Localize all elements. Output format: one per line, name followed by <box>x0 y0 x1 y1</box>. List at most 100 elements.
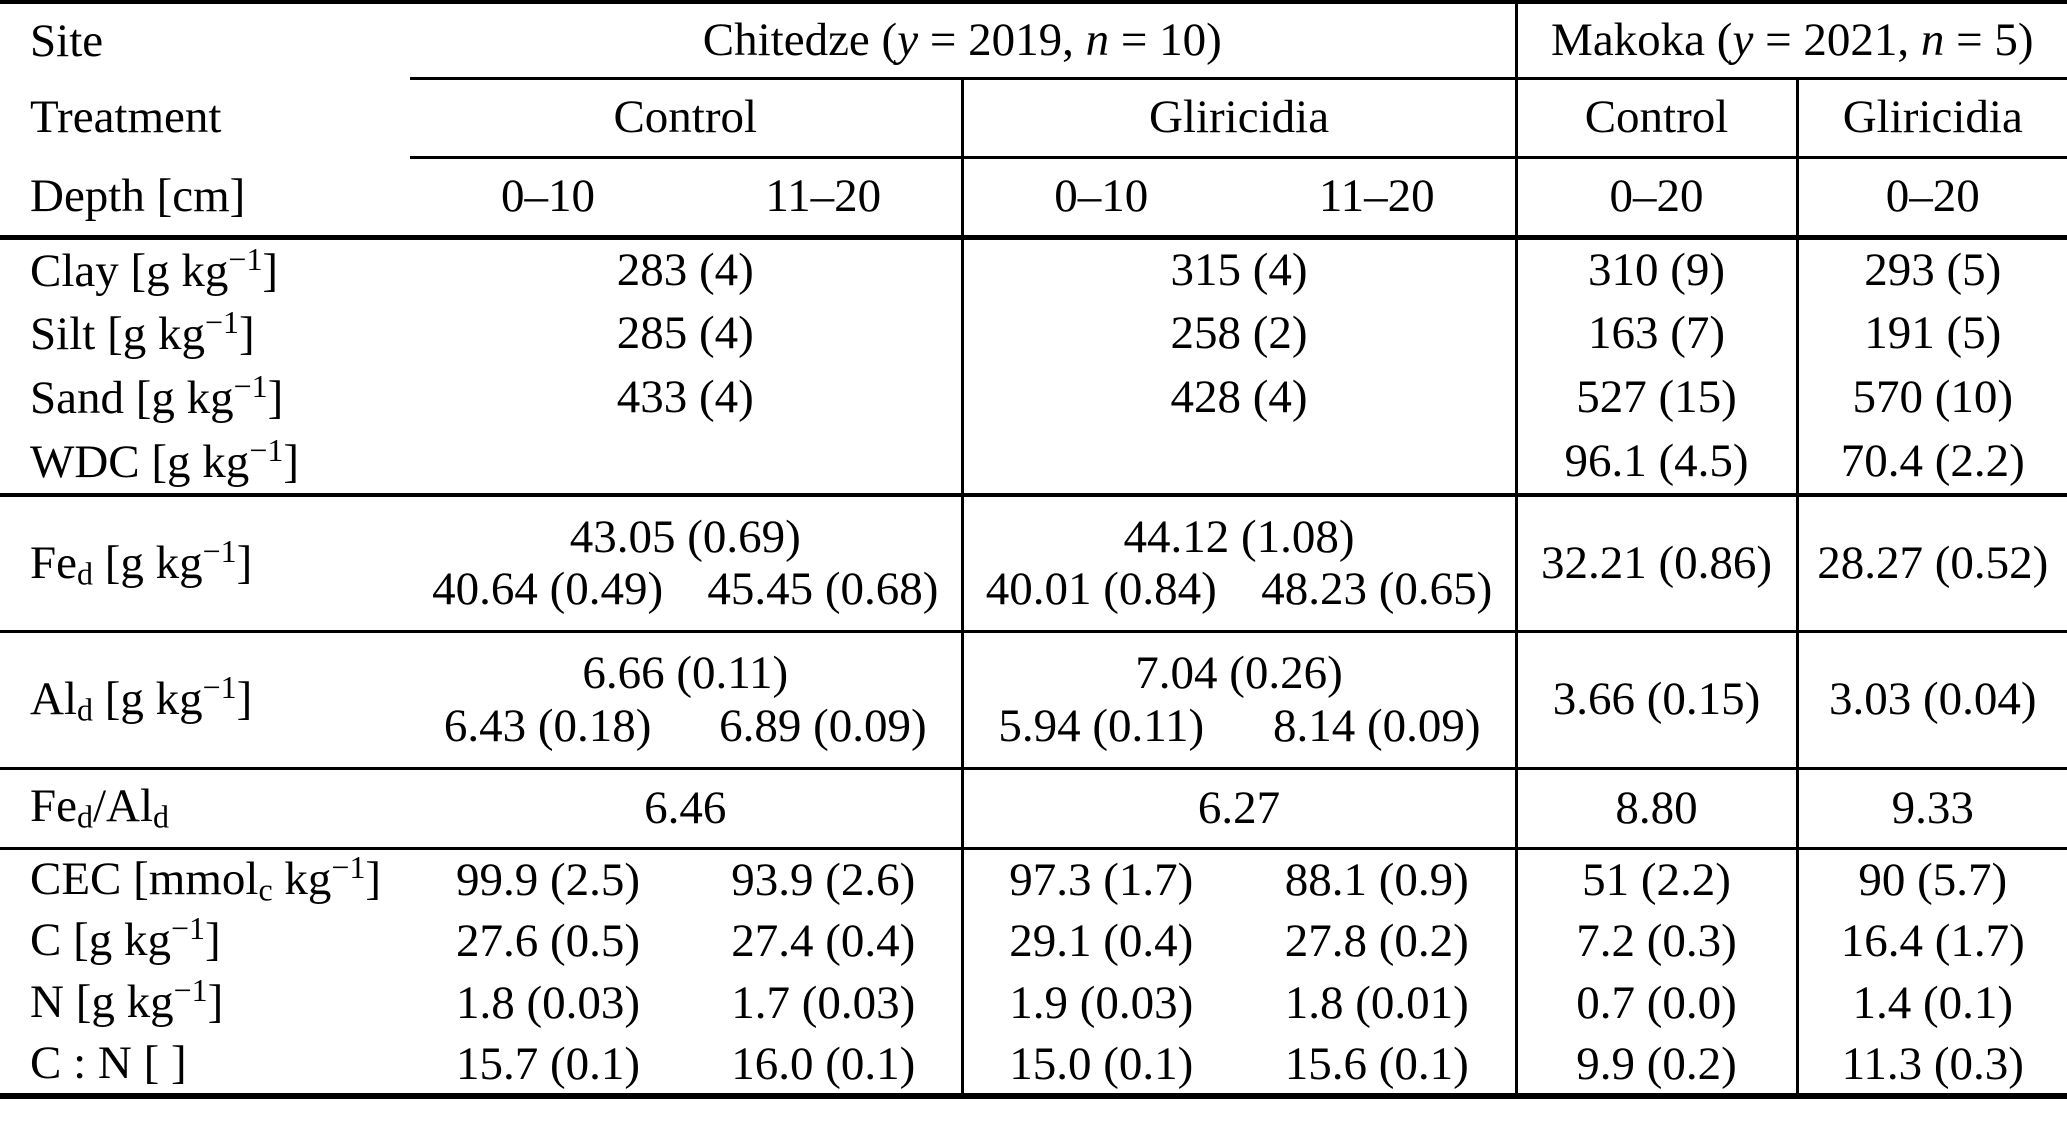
fed-depth2-value: 48.23 (0.65) <box>1261 563 1493 616</box>
row-label-silt: Silt [g kg−1] <box>0 301 410 365</box>
cn-mg-value: 11.3 (0.3) <box>1795 1034 2067 1097</box>
label-text: ] <box>365 853 382 906</box>
row-label-nitrogen: N [g kg−1] <box>0 972 410 1034</box>
cec-mg-value: 90 (5.7) <box>1795 848 2067 910</box>
label-sub: d <box>77 692 93 728</box>
label-text: ] <box>236 672 253 725</box>
label-sub: d <box>153 799 170 835</box>
silt-makoka-control-value: 163 (7) <box>1514 301 1798 365</box>
label-text: ] <box>283 435 299 488</box>
makoka-n-text: = 5) <box>1944 14 2034 67</box>
carbon-cg1-value: 29.1 (0.4) <box>960 910 1239 972</box>
fed-makoka-control-value: 32.21 (0.86) <box>1514 495 1798 633</box>
label-sup: −1 <box>233 368 268 404</box>
ald-chitedze-control-stack: 6.66 (0.11) 6.43 (0.18) 6.89 (0.09) <box>410 647 961 752</box>
row-label-clay: Clay [g kg−1] <box>0 237 410 301</box>
chitedze-year-var: y <box>897 14 919 67</box>
label-text: Sand [g kg <box>30 371 234 424</box>
wdc-chitedze-control-value <box>410 429 962 497</box>
silt-chitedze-gliricidia-value: 258 (2) <box>960 301 1517 365</box>
ratio-chitedze-gliricidia-value: 6.27 <box>960 768 1517 850</box>
row-label-sand: Sand [g kg−1] <box>0 365 410 429</box>
cec-cc1-value: 99.9 (2.5) <box>455 853 641 906</box>
label-sub: d <box>77 556 93 592</box>
label-sup: −1 <box>171 911 205 947</box>
label-text: Silt [g kg <box>30 307 205 360</box>
makoka-n-var: n <box>1920 14 1945 67</box>
chitedze-name-text: Chitedze ( <box>702 14 898 67</box>
label-text: ] <box>236 536 253 589</box>
depth-chitedze-gliricidia-1: 0–10 <box>960 157 1239 240</box>
wdc-chitedze-gliricidia-value <box>960 429 1517 497</box>
label-sup: −1 <box>228 242 263 278</box>
ald-chitedze-control-cell: 6.66 (0.11) 6.43 (0.18) 6.89 (0.09) <box>410 631 962 770</box>
sand-makoka-control-value: 527 (15) <box>1514 365 1798 429</box>
site-row-label: Site <box>30 14 104 67</box>
header-row-site: Site Chitedze (y = 2019, n = 10) Makoka … <box>0 2 2067 80</box>
header-row-treatment: Treatment Control Gliricidia Control Gli… <box>0 78 2067 159</box>
label-text: ] <box>267 371 284 424</box>
row-label-fed: Fed [g kg−1] <box>0 495 410 633</box>
ald-depth1-value: 6.43 (0.18) <box>443 699 652 752</box>
sand-makoka-gliricidia-value: 570 (10) <box>1795 365 2067 429</box>
label-text: CEC [mmol <box>30 853 259 906</box>
chitedze-n-text: = 10) <box>1109 14 1222 67</box>
label-text: Fe <box>30 780 77 833</box>
ald-combined-value: 7.04 (0.26) <box>1135 646 1343 699</box>
label-text: C : N [ ] <box>30 1036 187 1089</box>
nitrogen-cc2-value: 1.7 (0.03) <box>731 976 916 1029</box>
label-text: ] <box>238 307 255 360</box>
table-row-clay: Clay [g kg−1] 283 (4) 315 (4) 310 (9) 29… <box>0 237 2067 301</box>
fed-makoka-gliricidia-value: 28.27 (0.52) <box>1795 495 2067 633</box>
fed-depth2-value: 45.45 (0.68) <box>707 563 939 616</box>
silt-chitedze-control-value: 285 (4) <box>616 306 754 359</box>
label-text: N [g kg <box>30 976 174 1029</box>
label-text: Clay [g kg <box>30 245 229 298</box>
label-sup: −1 <box>249 432 284 468</box>
clay-makoka-control-value: 310 (9) <box>1514 237 1798 301</box>
row-label-carbon: C [g kg−1] <box>0 910 410 972</box>
ratio-makoka-gliricidia-value: 9.33 <box>1795 768 2067 850</box>
nitrogen-cc1-value: 1.8 (0.03) <box>455 976 641 1029</box>
row-label-wdc: WDC [g kg−1] <box>0 429 410 497</box>
chitedze-n-var: n <box>1085 14 1110 67</box>
chitedze-year-text: = 2019, <box>918 14 1086 67</box>
carbon-cg2-value: 27.8 (0.2) <box>1284 914 1469 967</box>
cn-cc2-value: 16.0 (0.1) <box>731 1037 916 1090</box>
carbon-cc2-value: 27.4 (0.4) <box>731 914 916 967</box>
table-row-silt: Silt [g kg−1] 285 (4) 258 (2) 163 (7) 19… <box>0 301 2067 365</box>
label-text: WDC [g kg <box>30 435 250 488</box>
ald-depth1-value: 5.94 (0.11) <box>998 699 1205 752</box>
depth-row-label: Depth [cm] <box>0 157 410 240</box>
ald-chitedze-gliricidia-cell: 7.04 (0.26) 5.94 (0.11) 8.14 (0.09) <box>960 631 1517 770</box>
treatment-makoka-gliricidia: Gliricidia <box>1795 78 2067 159</box>
depth-chitedze-control-1: 0–10 <box>410 157 686 240</box>
cn-cg2-value: 15.6 (0.1) <box>1284 1037 1469 1090</box>
label-text: ] <box>207 976 224 1029</box>
cec-cg2-value: 88.1 (0.9) <box>1284 853 1469 906</box>
label-text: Al <box>106 780 154 833</box>
makoka-year-text: = 2021, <box>1753 14 1921 67</box>
cec-cg1-value: 97.3 (1.7) <box>960 848 1239 910</box>
table-row-carbon: C [g kg−1] 27.6 (0.5) 27.4 (0.4) 29.1 (0… <box>0 910 2067 972</box>
label-text: Al <box>30 672 77 725</box>
table-row-cn-ratio: C : N [ ] 15.7 (0.1) 16.0 (0.1) 15.0 (0.… <box>0 1034 2067 1097</box>
treatment-chitedze-control: Control <box>410 78 962 159</box>
label-text: / <box>92 780 107 833</box>
ald-chitedze-gliricidia-stack: 7.04 (0.26) 5.94 (0.11) 8.14 (0.09) <box>964 647 1515 752</box>
table-row-nitrogen: N [g kg−1] 1.8 (0.03) 1.7 (0.03) 1.9 (0.… <box>0 972 2067 1034</box>
cn-cc1-value: 15.7 (0.1) <box>455 1037 641 1090</box>
row-label-cec: CEC [mmolc kg−1] <box>0 848 410 910</box>
wdc-makoka-gliricidia-value: 70.4 (2.2) <box>1795 429 2067 497</box>
site-group-chitedze: Chitedze (y = 2019, n = 10) <box>410 2 1517 80</box>
depth-makoka-control: 0–20 <box>1514 157 1798 240</box>
clay-chitedze-gliricidia-value: 315 (4) <box>960 237 1517 301</box>
fed-chitedze-gliricidia-stack: 44.12 (1.08) 40.01 (0.84) 48.23 (0.65) <box>964 511 1515 616</box>
label-text: Fe <box>30 536 77 589</box>
row-label-fed-ald-ratio: Fed/Ald <box>0 768 410 850</box>
fed-depth1-value: 40.64 (0.49) <box>432 563 664 616</box>
fed-depth1-value: 40.01 (0.84) <box>985 563 1217 616</box>
label-sub: d <box>77 799 93 835</box>
label-sup: −1 <box>202 533 237 569</box>
